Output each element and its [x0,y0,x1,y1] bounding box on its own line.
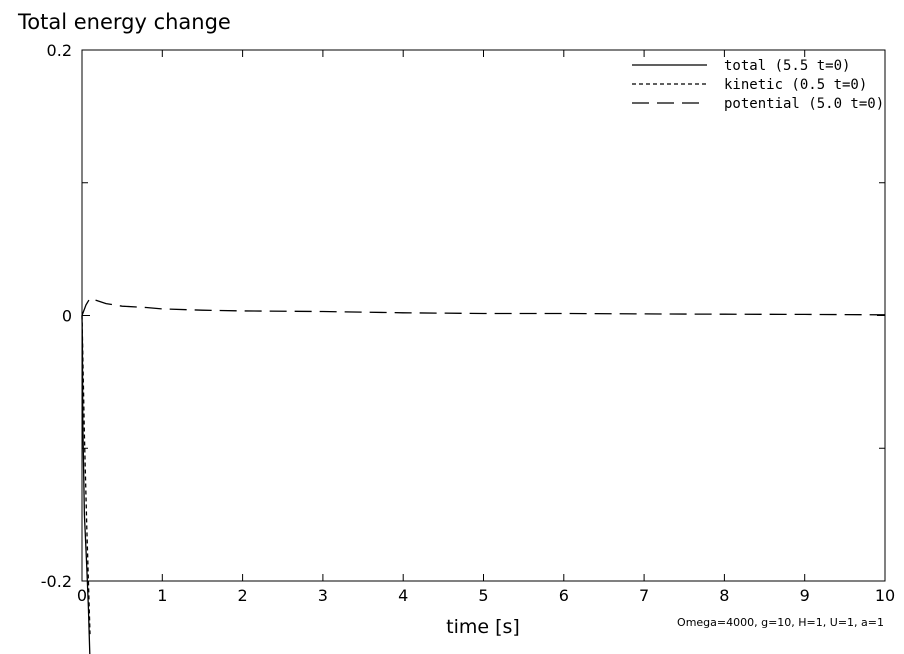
y-tick-label: 0.2 [47,41,72,60]
x-tick-label: 4 [398,586,408,605]
legend-label: kinetic (0.5 t=0) [724,77,867,93]
series-line [81,315,91,635]
y-tick-label: 0 [62,307,72,326]
x-tick-label: 8 [719,586,729,605]
series-line [81,315,91,654]
parameter-annotation: Omega=4000, g=10, H=1, U=1, a=1 [677,616,884,629]
axis-tick-labels: 0 1 2 3 4 5 6 7 8 9 10 -0.2 0 0.2 [41,41,895,605]
axis-ticks [81,49,886,582]
x-tick-label: 0 [77,586,87,605]
y-tick-label: -0.2 [41,572,72,591]
x-tick-label: 7 [639,586,649,605]
x-tick-label: 5 [478,586,488,605]
x-tick-label: 2 [238,586,248,605]
x-tick-label: 10 [875,586,895,605]
x-tick-label: 3 [318,586,328,605]
legend-label: total (5.5 t=0) [724,58,850,74]
x-axis-label: time [s] [446,616,520,638]
legend: total (5.5 t=0) kinetic (0.5 t=0) potentia… [632,58,884,112]
series-lines [81,297,886,654]
chart-title: Total energy change [17,10,231,34]
x-tick-label: 6 [559,586,569,605]
x-tick-label: 9 [800,586,810,605]
series-line [81,297,886,316]
legend-label: potential (5.0 t=0) [724,96,884,112]
x-tick-label: 1 [157,586,167,605]
plot-frame [81,49,886,582]
